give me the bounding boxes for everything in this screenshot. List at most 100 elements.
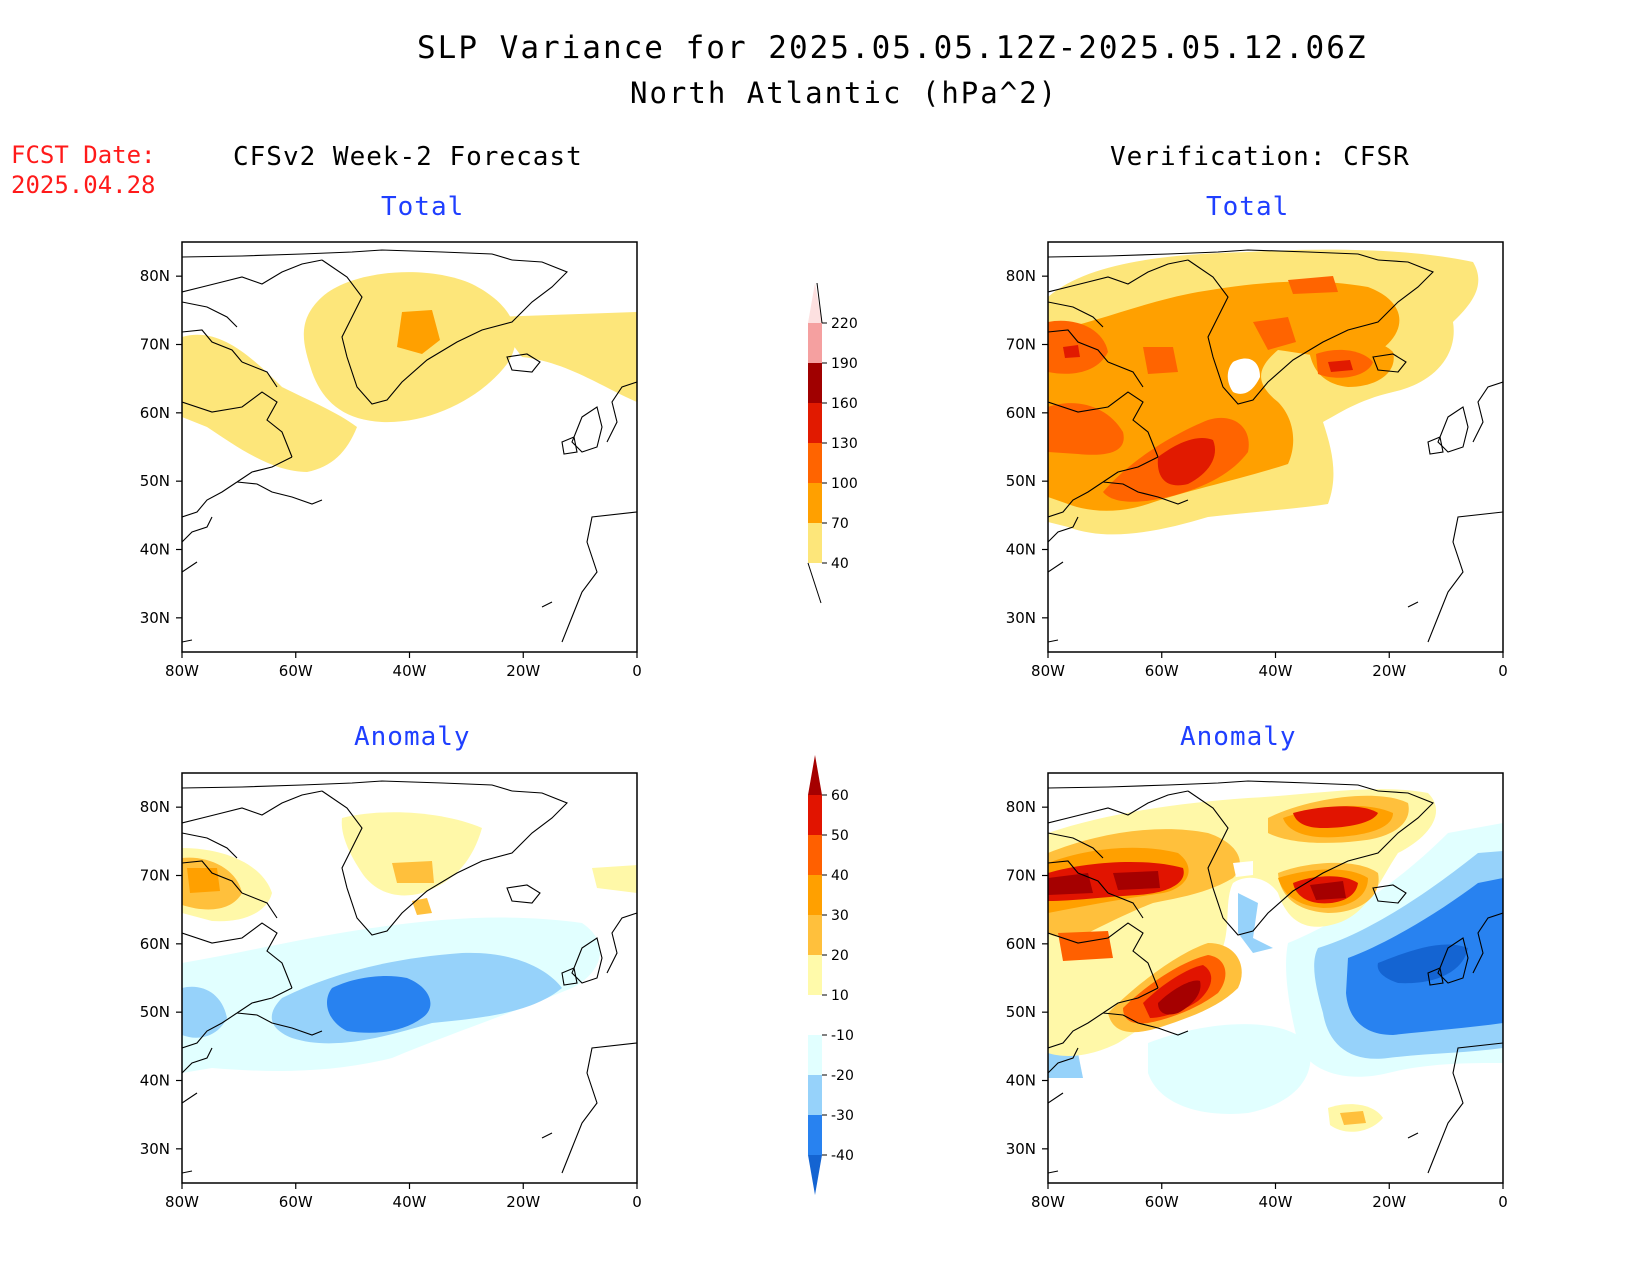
coastline bbox=[1048, 1047, 1079, 1074]
contour-region bbox=[1158, 980, 1201, 1015]
coastline bbox=[1048, 1092, 1064, 1104]
contour-region bbox=[182, 986, 227, 1038]
coastline bbox=[561, 436, 578, 455]
coastline bbox=[1472, 912, 1503, 974]
lat-label: 80N bbox=[1006, 267, 1036, 285]
coastline bbox=[1107, 361, 1144, 388]
contour-region bbox=[1048, 873, 1093, 895]
lat-label: 60N bbox=[140, 935, 170, 953]
coastline bbox=[1427, 436, 1444, 455]
contour-region bbox=[1148, 1024, 1311, 1114]
contour-region bbox=[1048, 403, 1124, 455]
lon-label: 40W bbox=[393, 662, 427, 680]
shading-forecast-anomaly bbox=[182, 812, 637, 1073]
lon-label: 80W bbox=[1031, 1193, 1065, 1211]
panel-title-verification-total: Total bbox=[1206, 192, 1290, 222]
coastline bbox=[182, 301, 238, 328]
colorbar-bin bbox=[808, 795, 822, 835]
lon-label: 60W bbox=[279, 1193, 313, 1211]
contour-region bbox=[412, 898, 432, 915]
coastline bbox=[182, 1012, 238, 1049]
colorbar-label: 50 bbox=[831, 828, 849, 844]
colorbar-label: 220 bbox=[831, 316, 858, 332]
contour-region bbox=[1048, 1053, 1083, 1078]
lat-label: 50N bbox=[140, 1003, 170, 1021]
coastline bbox=[1048, 259, 1189, 293]
coastline bbox=[1427, 967, 1444, 986]
lat-label: 80N bbox=[140, 267, 170, 285]
coastline bbox=[241, 361, 278, 388]
colorbar-anomaly: -40 -30 -20 -10 10 20 30 40 50 60 bbox=[808, 755, 854, 1195]
coastline bbox=[1048, 561, 1064, 573]
coastline bbox=[182, 1047, 213, 1074]
contour-region bbox=[1293, 806, 1378, 828]
lon-label: 20W bbox=[506, 662, 540, 680]
lat-label: 70N bbox=[1006, 867, 1036, 885]
contour-region bbox=[1058, 931, 1113, 961]
coastline bbox=[541, 601, 553, 608]
coastline bbox=[1102, 456, 1159, 483]
coastline bbox=[1048, 481, 1104, 518]
lon-label: 20W bbox=[1372, 1193, 1406, 1211]
right-column-heading: Verification: CFSR bbox=[1110, 142, 1410, 172]
colorbar-label: 70 bbox=[831, 516, 849, 532]
lat-label: 50N bbox=[1006, 1003, 1036, 1021]
coastline bbox=[1048, 516, 1079, 543]
coastline bbox=[1048, 249, 1379, 261]
contour-region bbox=[182, 334, 357, 472]
coastline bbox=[506, 884, 541, 904]
contour-region bbox=[1048, 281, 1400, 511]
fcst-date-label: FCST Date: bbox=[11, 141, 156, 169]
lon-label: 20W bbox=[506, 1193, 540, 1211]
colorbar-label: 190 bbox=[831, 356, 858, 372]
lat-label: 30N bbox=[1006, 609, 1036, 627]
contour-region bbox=[327, 976, 431, 1033]
contour-region bbox=[392, 861, 434, 883]
coastline bbox=[1407, 601, 1419, 608]
lon-label: 80W bbox=[165, 1193, 199, 1211]
lon-label: 60W bbox=[1145, 662, 1179, 680]
colorbar-bin bbox=[808, 1035, 822, 1075]
coastline bbox=[1102, 987, 1159, 1014]
lon-label: 40W bbox=[1259, 662, 1293, 680]
contour-region bbox=[1157, 437, 1216, 486]
lon-label: 0 bbox=[632, 662, 642, 680]
lat-label: 80N bbox=[140, 798, 170, 816]
coastline bbox=[182, 249, 513, 261]
lon-label: 0 bbox=[1498, 662, 1508, 680]
coastline bbox=[1187, 259, 1434, 405]
lat-label: 70N bbox=[140, 867, 170, 885]
map-axis-ticks: 80N 70N 60N 50N 40N 30N 80W 60W 40W 20W 0 bbox=[140, 798, 642, 1211]
coastline bbox=[1427, 511, 1503, 643]
shading-verification-anomaly bbox=[1048, 789, 1503, 1132]
lat-label: 80N bbox=[1006, 798, 1036, 816]
colorbar-label: 100 bbox=[831, 476, 858, 492]
colorbar-bin bbox=[808, 363, 822, 403]
coastlines bbox=[1048, 780, 1503, 1174]
coastline bbox=[182, 790, 323, 824]
coastline bbox=[1437, 406, 1469, 453]
coastline bbox=[182, 860, 243, 894]
contour-region bbox=[1310, 881, 1346, 900]
coastline bbox=[1048, 1170, 1059, 1174]
colorbar-bin bbox=[808, 915, 822, 955]
map-forecast-anomaly: 80N 70N 60N 50N 40N 30N 80W 60W 40W 20W 0 bbox=[140, 772, 642, 1211]
coastline bbox=[182, 391, 293, 458]
coastline bbox=[1472, 381, 1503, 443]
lat-label: 40N bbox=[1006, 1072, 1036, 1090]
contour-region bbox=[1143, 347, 1178, 374]
colorbar-label: -20 bbox=[831, 1068, 854, 1084]
coastline bbox=[1437, 937, 1469, 984]
colorbar-bin bbox=[808, 1075, 822, 1115]
contour-region bbox=[187, 868, 220, 893]
lon-label: 80W bbox=[165, 662, 199, 680]
lat-label: 70N bbox=[140, 336, 170, 354]
coastline bbox=[1187, 790, 1434, 936]
shading-verification-total bbox=[1048, 249, 1479, 535]
coastline bbox=[182, 832, 238, 859]
coastline bbox=[236, 456, 293, 483]
lat-label: 30N bbox=[1006, 1140, 1036, 1158]
contour-region bbox=[341, 812, 482, 896]
colorbar-end-top bbox=[808, 755, 822, 795]
coastline bbox=[321, 790, 568, 936]
